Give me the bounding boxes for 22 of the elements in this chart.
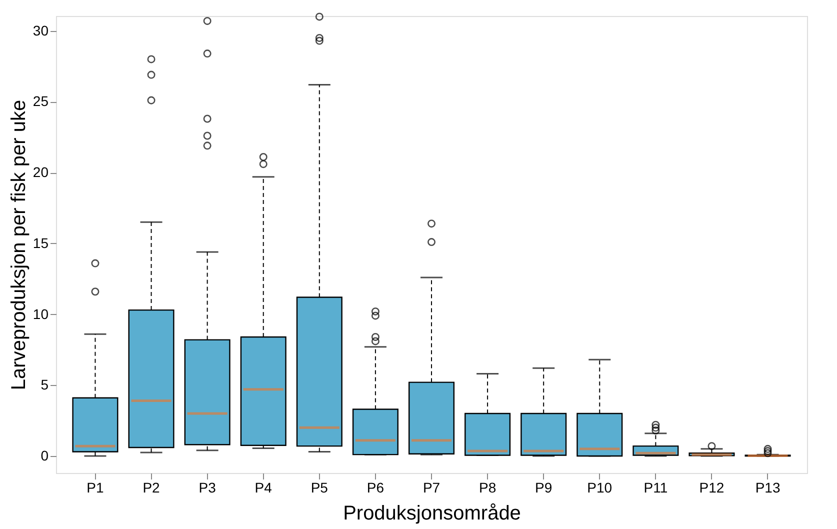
x-tick-label: P8 [478, 480, 496, 496]
y-tick-label: 5 [40, 376, 49, 393]
y-tick-label: 20 [32, 164, 49, 180]
x-tick-label: P1 [86, 480, 104, 496]
x-tick-label: P6 [366, 480, 384, 496]
x-tick-label: P2 [142, 480, 160, 496]
x-axis-title: Produksjonsområde [343, 502, 521, 524]
y-tick-label: 25 [32, 93, 49, 110]
x-tick-label: P3 [198, 480, 216, 496]
x-tick-label: P5 [310, 480, 328, 496]
y-axis-title: Larveproduksjon per fisk per uke [8, 100, 30, 390]
x-tick-label: P12 [699, 480, 724, 496]
x-tick-label: P4 [254, 480, 272, 496]
x-tick-label: P10 [587, 480, 612, 496]
y-tick-label: 0 [40, 447, 49, 464]
y-tick-label: 10 [32, 306, 49, 322]
x-tick-label: P11 [644, 480, 668, 496]
x-tick-label: P13 [755, 480, 780, 496]
x-tick-label: P9 [535, 480, 552, 496]
y-tick-label: 30 [32, 22, 49, 38]
x-tick-label: P7 [422, 480, 440, 496]
y-tick-label: 15 [32, 234, 49, 251]
